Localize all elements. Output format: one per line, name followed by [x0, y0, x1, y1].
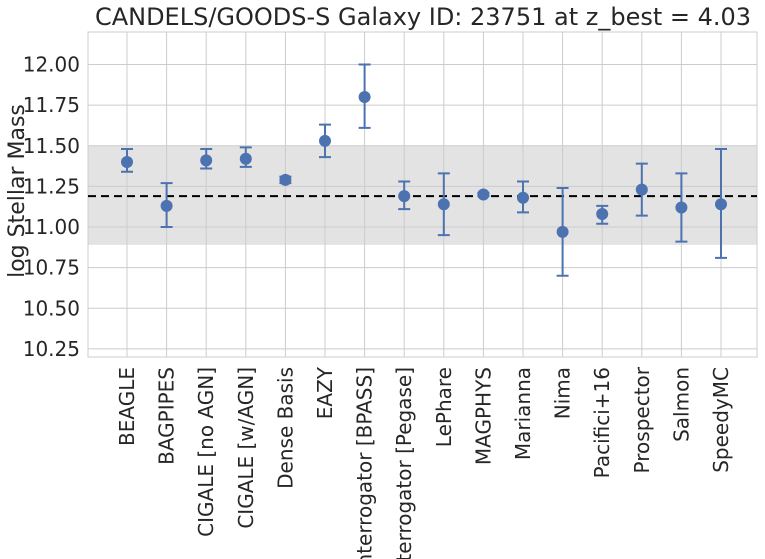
data-point — [715, 198, 727, 211]
plot-frame — [87, 31, 758, 358]
data-point — [477, 188, 490, 201]
data-point — [596, 208, 609, 220]
data-point — [556, 225, 569, 238]
y-tick-label: 10.50 — [23, 296, 80, 320]
data-point — [319, 134, 331, 147]
data-point — [675, 201, 688, 214]
plot-area — [87, 31, 758, 358]
data-point — [398, 190, 411, 203]
x-tick-label: EAZY — [313, 366, 337, 419]
x-tick-label: Nima — [551, 367, 575, 419]
x-tick-label: Salmon — [669, 367, 693, 442]
data-point — [358, 91, 371, 103]
x-tick-label: Interrogator [BPASS] — [353, 367, 377, 559]
y-axis-label: log Stellar Mass — [5, 104, 30, 278]
data-point — [437, 198, 450, 211]
x-tick-label: Marianna — [511, 367, 535, 460]
x-tick-label: Interrogator [Pegase] — [392, 367, 416, 559]
data-point — [239, 152, 252, 165]
shaded-band — [88, 145, 757, 245]
x-tick-labels: BEAGLE BAGPIPES CIGALE [no AGN] CIGALE [w/A… — [115, 366, 733, 559]
chart-title: CANDELS/GOODS-S Galaxy ID: 23751 at z_be… — [95, 3, 751, 31]
x-tick-label: SpeedyMC — [709, 367, 733, 473]
band-layer — [88, 145, 757, 245]
data-point — [635, 183, 648, 196]
y-tick-label: 11.25 — [23, 174, 80, 198]
x-tick-label: CIGALE [no AGN] — [194, 367, 218, 537]
data-point — [517, 191, 529, 204]
data-point — [121, 156, 133, 168]
x-tick-label: Prospector — [630, 366, 654, 473]
data-point — [160, 199, 173, 212]
x-tick-label: CIGALE [w/AGN] — [234, 367, 258, 529]
x-tick-label: BAGPIPES — [155, 367, 179, 465]
y-tick-label: 11.75 — [23, 93, 80, 117]
y-tick-label: 12.00 — [23, 53, 80, 77]
x-tick-label: MAGPHYS — [471, 367, 495, 465]
y-tick-label: 11.00 — [23, 215, 80, 239]
data-point — [200, 154, 213, 167]
point-layer — [121, 91, 727, 238]
x-tick-label: Dense Basis — [273, 367, 297, 489]
x-tick-label: LePhare — [432, 367, 456, 447]
y-tick-label: 10.25 — [23, 337, 80, 361]
x-tick-label: BEAGLE — [115, 367, 139, 446]
data-point — [279, 173, 292, 186]
y-tick-labels: 10.25 10.50 10.75 11.00 11.25 11.50 11.75 12.00 — [23, 53, 80, 361]
y-tick-label: 11.50 — [23, 134, 80, 158]
y-tick-label: 10.75 — [23, 256, 80, 280]
x-tick-label: Pacifici+16 — [590, 367, 614, 478]
